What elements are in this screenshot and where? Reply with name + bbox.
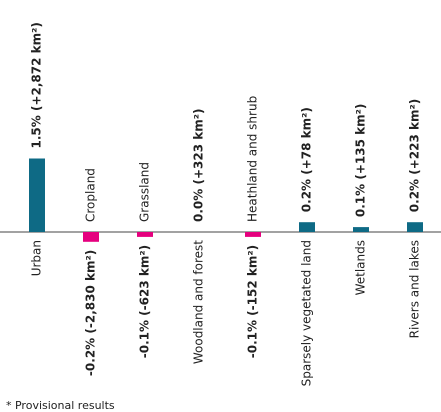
category-label: Wetlands (354, 240, 368, 295)
value-label: -0.1% (-152 km²) (246, 245, 260, 358)
category-label: Urban (30, 240, 44, 276)
bar (83, 232, 99, 242)
value-label: 0.0% (+323 km²) (192, 109, 206, 222)
bar (353, 227, 369, 232)
category-label: Cropland (84, 168, 98, 222)
value-label: 0.2% (+223 km²) (408, 99, 422, 212)
value-label: 0.2% (+78 km²) (300, 107, 314, 212)
value-label: 0.1% (+135 km²) (354, 104, 368, 217)
value-label: -0.2% (-2,830 km²) (84, 250, 98, 376)
bar (29, 158, 45, 232)
category-label: Rivers and lakes (408, 240, 422, 338)
value-label: -0.1% (-623 km²) (138, 245, 152, 358)
bar (137, 232, 153, 237)
category-label: Sparsely vegetated land (300, 240, 314, 386)
category-label: Grassland (138, 162, 152, 222)
category-label: Heathland and shrub (246, 96, 260, 222)
bar (407, 222, 423, 232)
bar (299, 222, 315, 232)
value-label: 1.5% (+2,872 km²) (30, 22, 44, 148)
bar (245, 232, 261, 237)
footnote: * Provisional results (6, 399, 115, 412)
category-label: Woodland and forest (192, 240, 206, 364)
